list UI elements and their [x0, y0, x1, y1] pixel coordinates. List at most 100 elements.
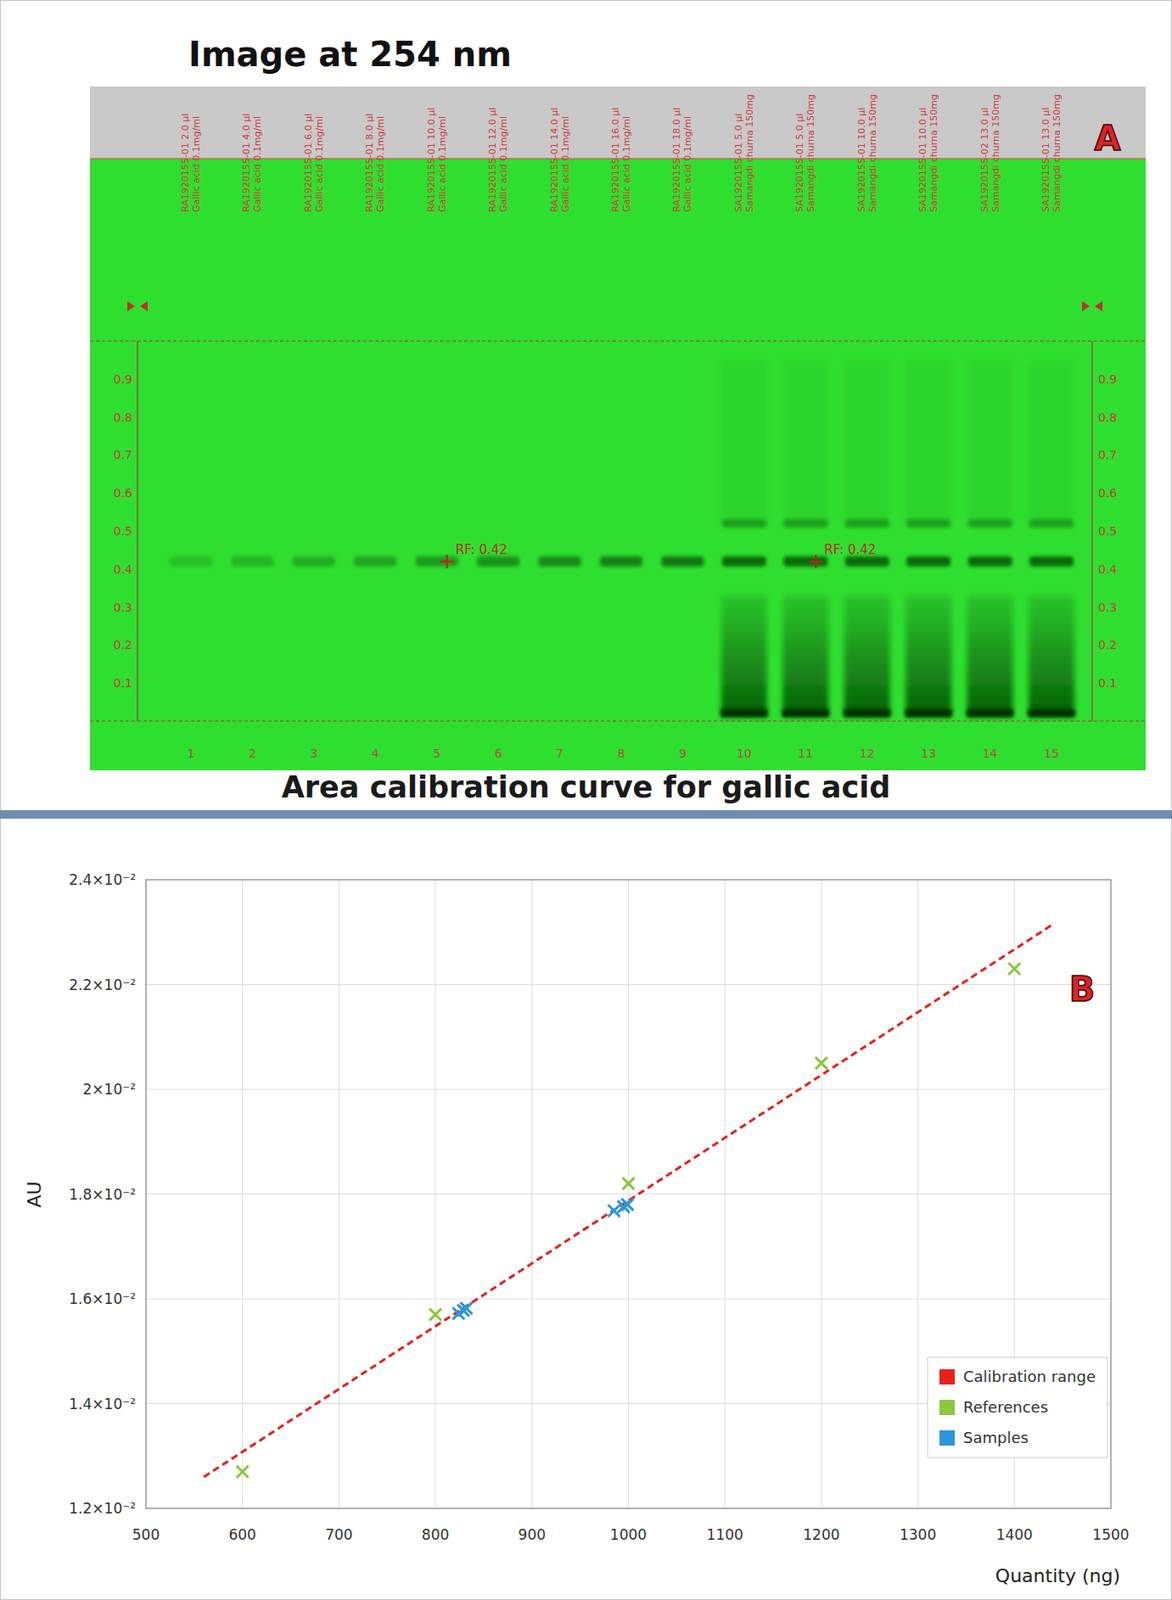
legend-swatch	[939, 1400, 955, 1416]
legend-swatch	[939, 1369, 955, 1386]
marker-stroke	[815, 1057, 828, 1070]
origin-band	[843, 709, 892, 718]
lane-label: RA1920155-01 8.0 µl	[364, 113, 376, 213]
lane-number: 10	[736, 746, 752, 761]
upper-band	[783, 519, 828, 528]
rf-tick-label: 0.4	[1098, 562, 1117, 577]
y-grid-line	[145, 1194, 1111, 1195]
legend: Calibration rangeReferencesSamples	[927, 1357, 1108, 1458]
sample-smear	[967, 595, 1014, 714]
y-tick-label: 1.2×10⁻²	[68, 1500, 136, 1518]
sample-smear	[721, 595, 768, 714]
plate-background	[89, 86, 1146, 771]
rf-tick-label: 0.2	[1098, 638, 1117, 652]
lane-number: 12	[859, 746, 875, 761]
x-tick-label: 1500	[1092, 1526, 1129, 1544]
rf-tick-label: 0.1	[1098, 676, 1117, 690]
lane-label: Samangdi churna 150mg	[928, 94, 940, 213]
figure: Image at 254 nm0.10.10.20.20.30.30.40.40…	[0, 0, 1172, 1600]
sample-smear	[905, 595, 952, 714]
upper-band	[845, 519, 890, 528]
rf-tick-label: 0.9	[113, 372, 133, 387]
point-marker	[621, 1199, 634, 1212]
y-tick-label: 2.2×10⁻²	[68, 976, 136, 994]
marker-stroke	[459, 1302, 472, 1315]
rf-tick-label: 0.5	[1098, 524, 1117, 539]
lane-label: Gallic acid 0.1mg/ml	[621, 116, 633, 213]
lane-number: 11	[797, 746, 814, 761]
rf-tick-label: 0.2	[113, 638, 133, 652]
x-tick-label: 900	[518, 1526, 546, 1544]
origin-band	[720, 709, 769, 718]
plot-frame	[145, 880, 1111, 1509]
upper-band	[1029, 519, 1074, 528]
legend-label: Calibration range	[963, 1368, 1096, 1386]
rf-cross	[814, 555, 817, 569]
rf-tick-label: 0.3	[1098, 600, 1117, 615]
lane-number: 2	[248, 746, 257, 761]
y-tick-label: 2×10⁻²	[83, 1081, 136, 1099]
point-marker	[236, 1466, 249, 1479]
lane-label: Samangdi churna 150mg	[805, 94, 817, 213]
lane-label: Gallic acid 0.1mg/ml	[375, 116, 387, 213]
main-band	[1029, 556, 1074, 567]
marker-stroke	[429, 1309, 442, 1322]
panel-letter: B	[1069, 970, 1096, 1010]
legend-box	[927, 1357, 1108, 1458]
lane-label: RA1920155-01 10.0 µl	[426, 107, 438, 213]
upper-band	[968, 519, 1013, 528]
lane-number: 1	[187, 746, 196, 761]
range-arrow	[127, 301, 135, 312]
y-tick-label: 1.4×10⁻²	[68, 1396, 136, 1414]
lane-number: 6	[494, 746, 503, 761]
y-tick-label: 1.6×10⁻²	[68, 1290, 136, 1308]
y-grid-line	[145, 984, 1111, 986]
point-marker	[459, 1302, 472, 1315]
marker-stroke	[459, 1302, 472, 1315]
x-tick-label: 700	[325, 1526, 353, 1544]
lane-label: Gallic acid 0.1mg/ml	[682, 116, 694, 213]
sample-smear	[782, 595, 829, 714]
x-tick-label: 800	[421, 1526, 449, 1544]
origin-band	[966, 709, 1015, 718]
lane-number: 15	[1043, 746, 1060, 761]
point-marker	[622, 1177, 635, 1190]
main-band	[722, 556, 767, 567]
lane-label: RA1920155-01 14.0 µl	[549, 107, 561, 213]
lane-label: SA1920155-01 10.0 µl	[917, 107, 929, 213]
figure-border	[0, 0, 1172, 1600]
marker-stroke	[621, 1199, 634, 1212]
main-band	[845, 556, 890, 567]
lane-number: 4	[371, 746, 380, 761]
lane-label: SA1920155-01 13.0 µl	[1040, 107, 1052, 213]
lane-label: Gallic acid 0.1mg/ml	[498, 116, 510, 213]
y-grid-line	[145, 1299, 1111, 1301]
marker-stroke	[815, 1057, 828, 1070]
lane-label: Samangdi churna 150mg	[1051, 94, 1063, 213]
marker-stroke	[236, 1466, 249, 1479]
origin-band	[1027, 709, 1076, 718]
y-axis-title: AU	[23, 1181, 45, 1208]
marker-stroke	[622, 1177, 635, 1190]
lane-label: SA1920155-01 5.0 µl	[733, 113, 745, 213]
x-tick-label: 600	[228, 1526, 256, 1544]
reference-band	[353, 556, 397, 567]
reference-band	[661, 556, 704, 567]
divider	[0, 810, 1172, 819]
lane-label: Gallic acid 0.1mg/ml	[190, 116, 202, 213]
marker-stroke	[1008, 963, 1021, 976]
upper-band	[906, 519, 951, 528]
rf-tick-label: 0.9	[1098, 372, 1117, 387]
chart-title: Area calibration curve for gallic acid	[281, 770, 891, 805]
lane-number: 5	[432, 746, 441, 761]
main-band	[906, 556, 951, 567]
lane-number: 13	[920, 746, 937, 761]
lane-label: RA1920155-01 16.0 µl	[610, 107, 622, 213]
reference-band	[292, 556, 336, 567]
rf-tick-label: 0.6	[1098, 486, 1117, 500]
rf-tick-label: 0.7	[113, 448, 133, 462]
upper-smear	[1028, 359, 1075, 524]
rf-tick-label: 0.7	[1098, 448, 1117, 462]
rf-tick-label: 0.1	[113, 676, 133, 690]
upper-smear	[721, 359, 768, 524]
